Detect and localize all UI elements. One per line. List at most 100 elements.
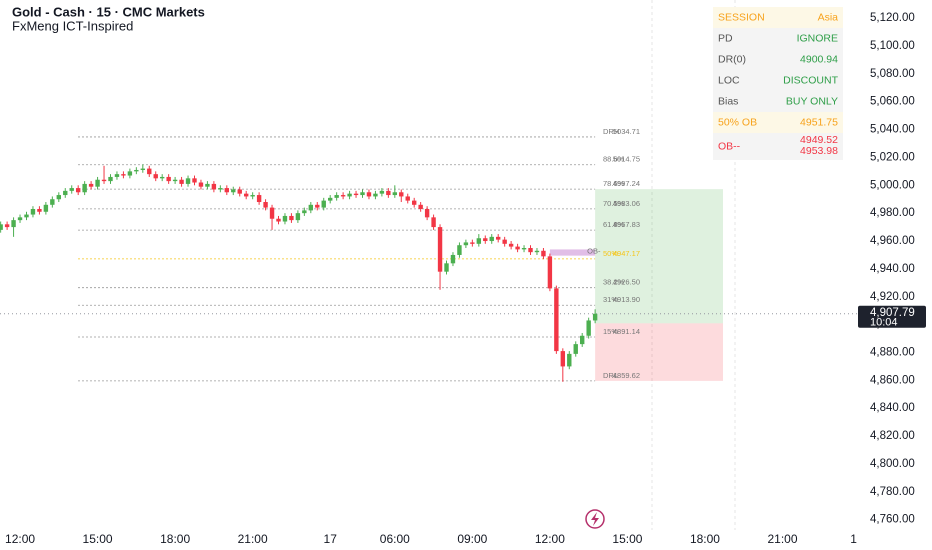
- level-name: 50%: [603, 249, 618, 258]
- table-row: [713, 28, 843, 49]
- level-name: DRH: [603, 127, 619, 136]
- y-tick-label: 5,040.00: [870, 124, 915, 136]
- y-tick-label: 5,100.00: [870, 40, 915, 52]
- candle-body: [315, 204, 320, 208]
- level-value: 4947.17: [613, 249, 640, 258]
- candle-body: [399, 192, 404, 197]
- x-tick-label: 15:00: [83, 532, 113, 546]
- x-tick-label: 15:00: [612, 532, 642, 546]
- x-tick-label: 18:00: [160, 532, 190, 546]
- y-tick-label: 4,960.00: [870, 235, 915, 247]
- candle-body: [88, 183, 94, 187]
- candle-body: [17, 217, 23, 221]
- candle-body: [218, 188, 223, 190]
- candle-body: [347, 193, 352, 197]
- level-name: 15%: [603, 327, 618, 336]
- y-tick-label: 4,920.00: [870, 291, 915, 303]
- level-value: 4891.14: [613, 327, 640, 336]
- candle-body: [108, 176, 113, 182]
- level-value: 4926.50: [613, 278, 640, 287]
- table-label: LOC: [718, 74, 740, 86]
- candle-body: [302, 210, 307, 214]
- candle-body: [4, 224, 10, 228]
- y-tick-label: 5,120.00: [870, 12, 915, 24]
- candle-body: [205, 183, 210, 187]
- candle-body: [386, 190, 391, 196]
- order-block: [549, 249, 596, 256]
- table-value: IGNORE: [797, 32, 838, 44]
- candle-body: [50, 199, 55, 205]
- candle-body: [121, 174, 126, 176]
- table-row: [713, 112, 843, 133]
- logo[interactable]: [585, 509, 605, 529]
- candle-body: [269, 207, 275, 219]
- candle-body: [140, 168, 146, 170]
- table-row: [713, 70, 843, 91]
- candle-body: [172, 179, 178, 182]
- candle-body: [502, 239, 507, 244]
- candle-body: [147, 168, 152, 175]
- candle-body: [250, 195, 255, 197]
- y-tick-label: 5,000.00: [870, 179, 915, 191]
- table-label: OB--: [718, 140, 741, 152]
- candle-body: [496, 236, 501, 240]
- candle-body: [95, 179, 100, 187]
- candle-body: [134, 169, 139, 172]
- table-value: Asia: [818, 11, 839, 23]
- candle-body: [63, 190, 68, 196]
- candle-body: [476, 238, 482, 244]
- x-tick-label: 06:00: [380, 532, 410, 546]
- y-tick-label: 5,060.00: [870, 96, 915, 108]
- y-tick-label: 4,940.00: [870, 263, 915, 275]
- candle-body: [431, 217, 436, 228]
- x-tick-label: 12:00: [5, 532, 35, 546]
- candle-body: [567, 353, 572, 367]
- table-row: [713, 49, 843, 70]
- y-tick-label: 4,880.00: [870, 347, 915, 359]
- candle-body: [0, 224, 3, 230]
- candle-body: [75, 188, 81, 193]
- candle-body: [43, 204, 49, 212]
- table-value: 4949.52: [800, 134, 838, 146]
- candle-body: [153, 174, 158, 179]
- candle-body: [69, 188, 74, 191]
- level-value: 4859.62: [613, 371, 640, 380]
- candle-body: [521, 247, 527, 250]
- candle-body: [437, 227, 443, 272]
- table-label: DR(0): [718, 53, 746, 65]
- y-tick-label: 4,820.00: [870, 430, 915, 442]
- y-tick-label: 4,760.00: [870, 514, 915, 526]
- candle-body: [159, 176, 165, 179]
- x-tick-label: 21:00: [238, 532, 268, 546]
- candle-body: [334, 195, 339, 198]
- candle-body: [192, 178, 197, 183]
- x-tick-label: 12:00: [535, 532, 565, 546]
- x-tick-label: 1: [850, 532, 857, 546]
- level-name: 70.5%: [603, 199, 625, 208]
- candle-body: [276, 218, 281, 222]
- candle-body: [224, 188, 230, 193]
- candle-body: [379, 190, 385, 194]
- candle-body: [243, 193, 249, 197]
- candle-body: [450, 254, 456, 264]
- candle-body: [457, 245, 462, 255]
- candle-body: [127, 171, 133, 176]
- candle-body: [463, 242, 469, 246]
- table-label: PD: [718, 32, 733, 44]
- candle-body: [185, 178, 191, 184]
- candle-body: [411, 200, 417, 205]
- candle-body: [308, 204, 314, 211]
- candle-body: [541, 250, 546, 257]
- level-name: 88.6%: [603, 155, 625, 164]
- candle-body: [82, 183, 87, 193]
- table-value: BUY ONLY: [786, 95, 838, 107]
- candle-body: [515, 246, 520, 250]
- y-tick-label: 5,020.00: [870, 151, 915, 163]
- x-tick-label: 17: [324, 532, 338, 546]
- x-tick-label: 18:00: [690, 532, 720, 546]
- candle-body: [444, 263, 449, 272]
- candle-body: [366, 192, 372, 197]
- candle-body: [295, 213, 301, 221]
- candle-body: [198, 182, 204, 187]
